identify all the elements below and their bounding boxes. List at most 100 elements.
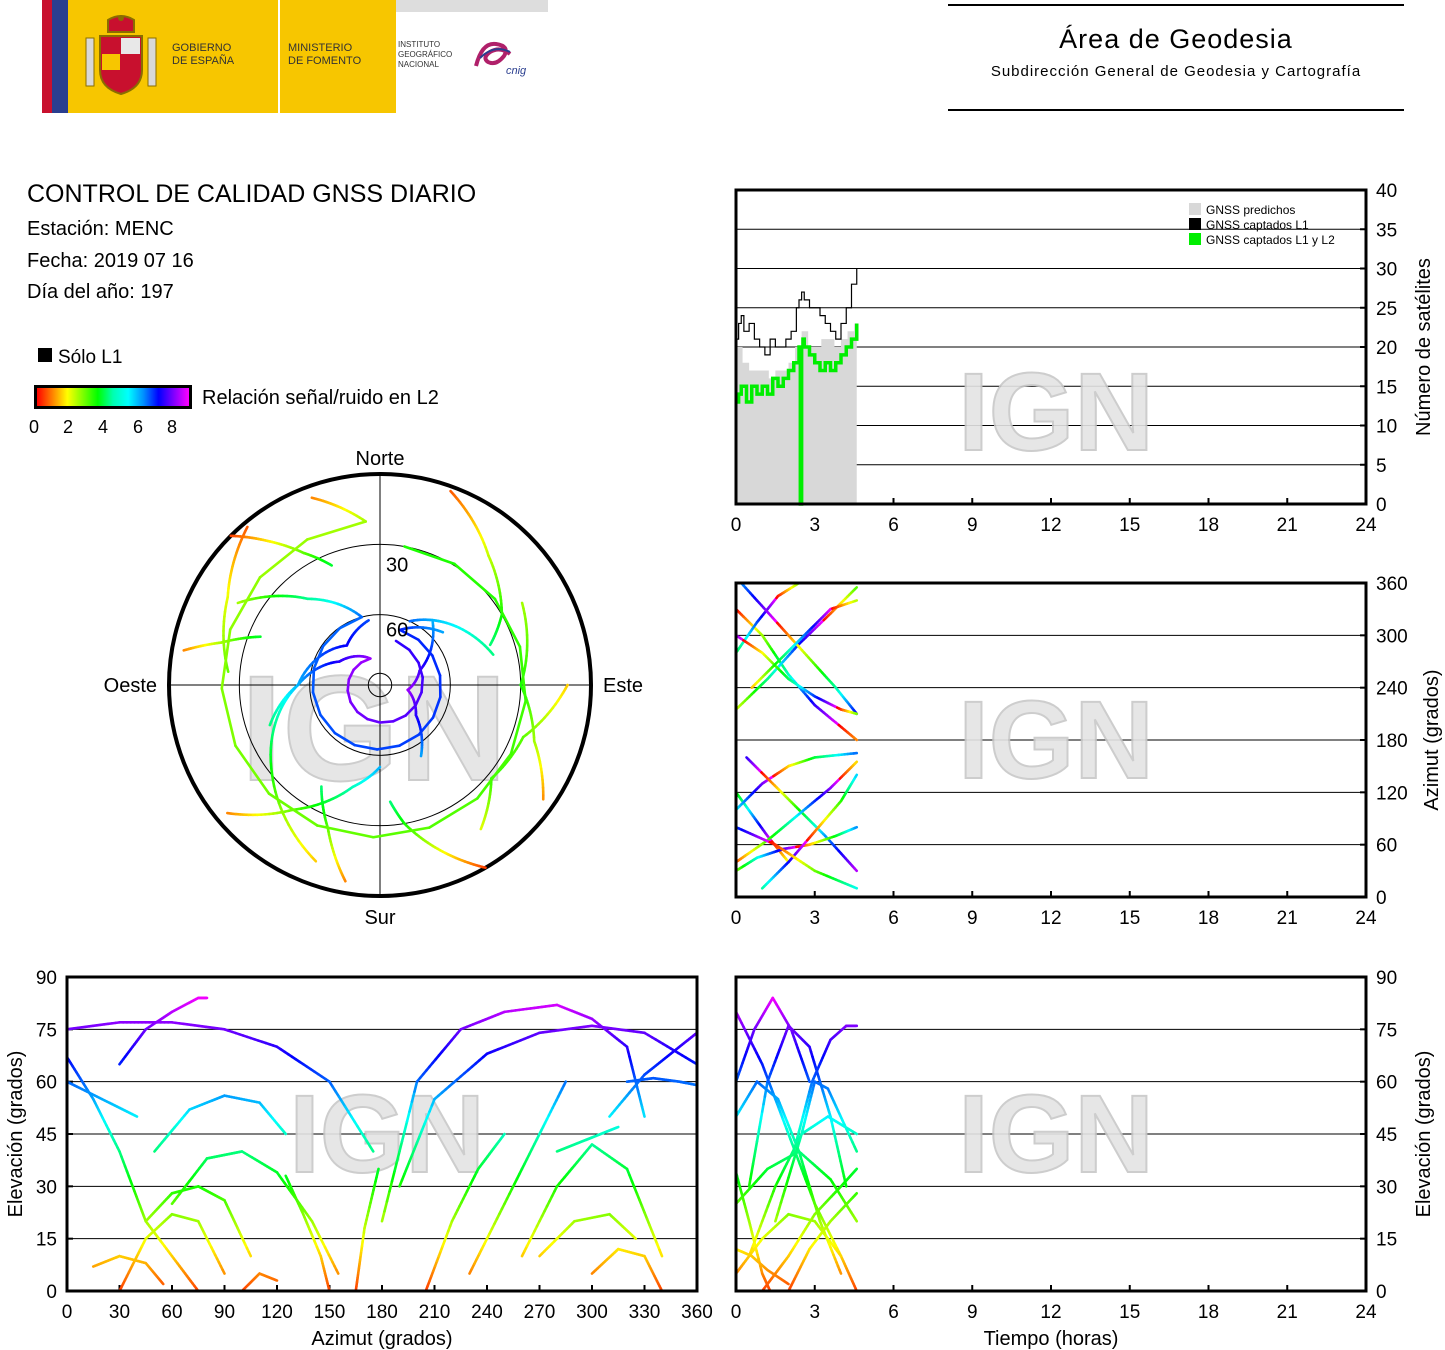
direction-west: Oeste [104, 675, 157, 697]
snr-tick: 2 [63, 417, 74, 437]
elev-az-track-segment [413, 1080, 419, 1093]
y-tick-label: 180 [1376, 731, 1408, 752]
elev-az-track-segment [398, 1140, 404, 1153]
elev-az-track-segment [388, 1180, 394, 1193]
y-tick-label: 240 [1376, 679, 1408, 700]
x-tick-label: 270 [524, 1302, 556, 1323]
ministerio-block [278, 0, 398, 113]
y-tick-label: 75 [1376, 1020, 1397, 1041]
y-tick-label: 45 [36, 1125, 57, 1146]
x-tick-label: 9 [967, 908, 978, 929]
x-tick-label: 120 [261, 1302, 293, 1323]
sky-track-segment [220, 687, 237, 748]
elev-az-track-segment [383, 1199, 389, 1213]
elev-az-track-segment [335, 1268, 340, 1275]
x-tick-label: 12 [1040, 1302, 1061, 1323]
x-axis-label: Azimut (grados) [311, 1328, 452, 1350]
doy-info: Día del año: 197 [27, 281, 174, 303]
legend-swatch [1189, 218, 1201, 230]
sky-track-segment [398, 628, 420, 642]
az-track-segment [853, 586, 859, 591]
red-band [42, 0, 52, 113]
elev-time-track-segment [838, 1268, 843, 1275]
plot-border [734, 975, 1368, 1293]
x-tick-label: 210 [419, 1302, 451, 1323]
y-tick-label: 60 [1376, 836, 1397, 857]
x-tick-label: 12 [1040, 515, 1061, 536]
x-tick-label: 24 [1355, 1302, 1377, 1323]
sky-track-segment [365, 619, 370, 623]
sky-track-segment [258, 538, 309, 579]
sky-track-segment [404, 704, 417, 717]
y-axis-label: Elevación (grados) [5, 1051, 27, 1218]
elev-az-track-segment [395, 1150, 401, 1163]
sky-track-segment [391, 714, 407, 723]
ministry-line1: MINISTERIO [288, 42, 353, 54]
y-tick-label: 60 [1376, 1073, 1397, 1094]
legend-swatch [1189, 233, 1201, 245]
ign-line3: NACIONAL [398, 60, 439, 69]
sky-track-segment [488, 641, 493, 647]
area-subtitle: Subdirección General de Geodesia y Carto… [990, 63, 1362, 80]
sky-track-segment [420, 676, 425, 694]
az-track-segment [853, 867, 859, 873]
ign-watermark: IGN [241, 644, 508, 812]
series-l1l2-line [736, 323, 859, 506]
sky-track-segment [349, 700, 359, 714]
y-tick-label: 0 [1376, 495, 1387, 516]
elev-azimuth-chart: 0 15 30 45 60 75 90 0 30 60 90 120 150 180 210 240 270 30… [5, 968, 713, 1350]
elev-az-track-segment [393, 1160, 399, 1173]
x-tick-label: 6 [888, 515, 899, 536]
sky-track-segment [228, 576, 262, 631]
elev-az-track-segment [376, 1167, 380, 1175]
elev-az-track-segment [408, 1100, 414, 1113]
x-tick-label: 21 [1277, 1302, 1298, 1323]
direction-north: Norte [356, 448, 405, 470]
azimuth-time-chart: 0 60 120 180 240 300 360 0 3 6 9 12 15 18 21 24 IGN Azimu… [731, 574, 1443, 929]
x-tick-label: 15 [1119, 1302, 1140, 1323]
gobierno-text: GOBIERNO DE ESPAÑA [172, 42, 234, 68]
x-tick-label: 3 [809, 515, 820, 536]
ign-line2: GEOGRÁFICO [398, 50, 453, 59]
y-tick-label: 10 [1376, 417, 1397, 438]
y-tick-label: 15 [1376, 377, 1397, 398]
y-tick-label: 75 [36, 1020, 57, 1041]
sky-track-segment [388, 800, 393, 805]
sky-track-segment [403, 545, 456, 566]
snr-colorbar [34, 385, 192, 409]
ring-label-60: 60 [386, 620, 408, 642]
ign-block [396, 0, 548, 113]
snr-tick: 8 [167, 417, 178, 437]
sky-track-segment [438, 629, 445, 634]
x-tick-label: 3 [809, 1302, 820, 1323]
report-title: CONTROL DE CALIDAD GNSS DIARIO [27, 180, 477, 208]
y-tick-label: 20 [1376, 338, 1397, 359]
snr-tick: 0 [29, 417, 40, 437]
sky-track-segment [372, 826, 431, 839]
elev-az-track-segment [390, 1170, 396, 1183]
x-axis-label: Tiempo (horas) [984, 1328, 1119, 1350]
sky-track-segment [489, 650, 495, 656]
header-rule-bottom [948, 109, 1404, 111]
elev-time-track-segment [806, 1076, 811, 1083]
x-tick-label: 180 [366, 1302, 398, 1323]
eu-stars-strip [52, 0, 68, 113]
y-tick-label: 5 [1376, 456, 1387, 477]
x-tick-label: 60 [161, 1302, 182, 1323]
x-tick-label: 150 [314, 1302, 346, 1323]
direction-east: Este [603, 675, 643, 697]
sky-track-segment [267, 792, 319, 827]
x-tick-label: 360 [681, 1302, 713, 1323]
elev-time-track-segment [853, 1192, 859, 1197]
ign-watermark: IGN [958, 351, 1154, 474]
elev-az-track-segment [368, 1145, 375, 1153]
y-tick-label: 90 [1376, 968, 1397, 989]
legend-swatch [1189, 203, 1201, 215]
x-tick-label: 21 [1277, 515, 1298, 536]
elev-az-track-segment [247, 1250, 253, 1258]
sky-track-segment [408, 648, 420, 665]
elev-az-track-segment [615, 1125, 620, 1130]
y-axis-label: Azimut (grados) [1421, 669, 1443, 810]
gov-line1: GOBIERNO [172, 42, 232, 54]
